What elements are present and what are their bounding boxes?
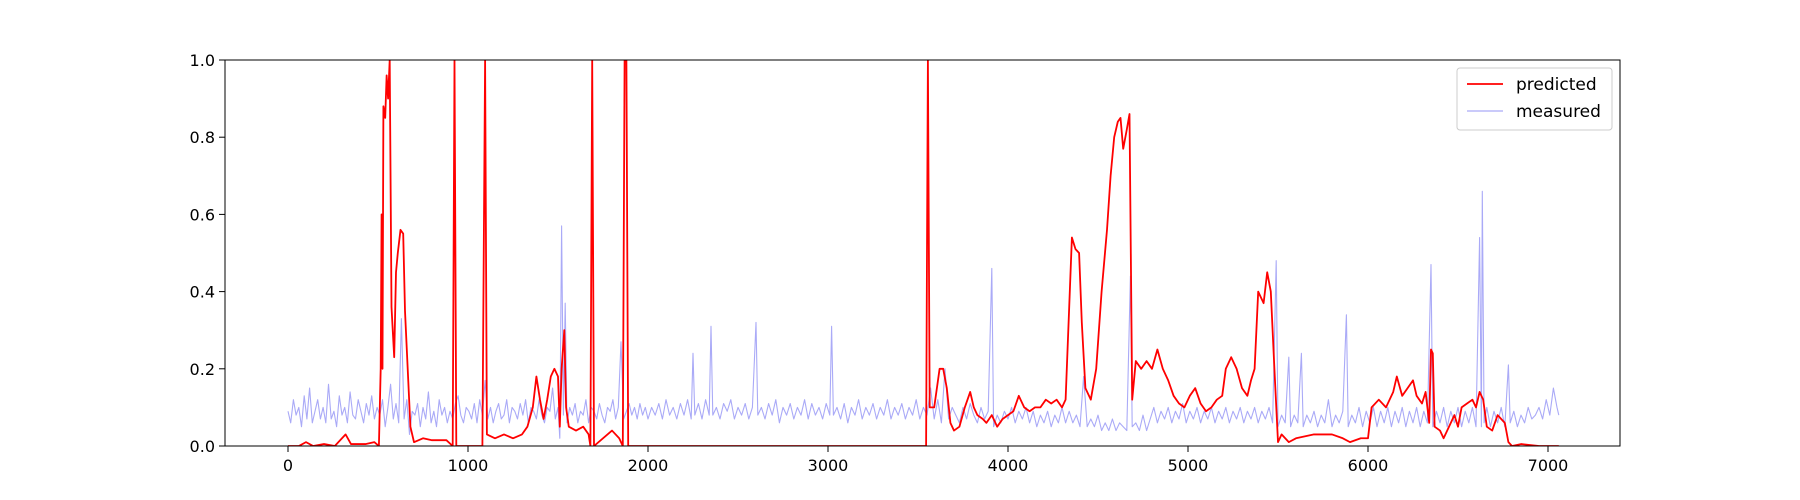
- y-tick-label: 0.0: [190, 437, 215, 456]
- y-tick-label: 0.6: [190, 205, 215, 224]
- x-tick-label: 6000: [1348, 456, 1389, 475]
- legend-label-measured: measured: [1516, 102, 1601, 122]
- y-tick-label: 0.2: [190, 360, 215, 379]
- x-tick-label: 0: [283, 456, 293, 475]
- legend-label-predicted: predicted: [1516, 75, 1597, 95]
- series-line-predicted: [288, 60, 1559, 446]
- y-tick-label: 1.0: [190, 51, 215, 70]
- x-axis-ticks: 0 1000 2000 3000 4000 5000 6000 7000: [283, 446, 1568, 475]
- x-tick-label: 5000: [1168, 456, 1209, 475]
- series-layer: [287, 60, 1560, 446]
- x-tick-label: 1000: [448, 456, 489, 475]
- x-tick-label: 2000: [628, 456, 669, 475]
- x-tick-label: 3000: [808, 456, 849, 475]
- plot-frame: [224, 59, 1621, 447]
- y-tick-label: 0.4: [190, 283, 215, 302]
- x-tick-label: 4000: [988, 456, 1029, 475]
- legend: predicted measured: [1456, 67, 1613, 131]
- series-line-measured: [287, 190, 1560, 439]
- y-axis-ticks: 0.0 0.2 0.4 0.6 0.8 1.0: [190, 51, 225, 456]
- x-tick-label: 7000: [1528, 456, 1569, 475]
- y-tick-label: 0.8: [190, 128, 215, 147]
